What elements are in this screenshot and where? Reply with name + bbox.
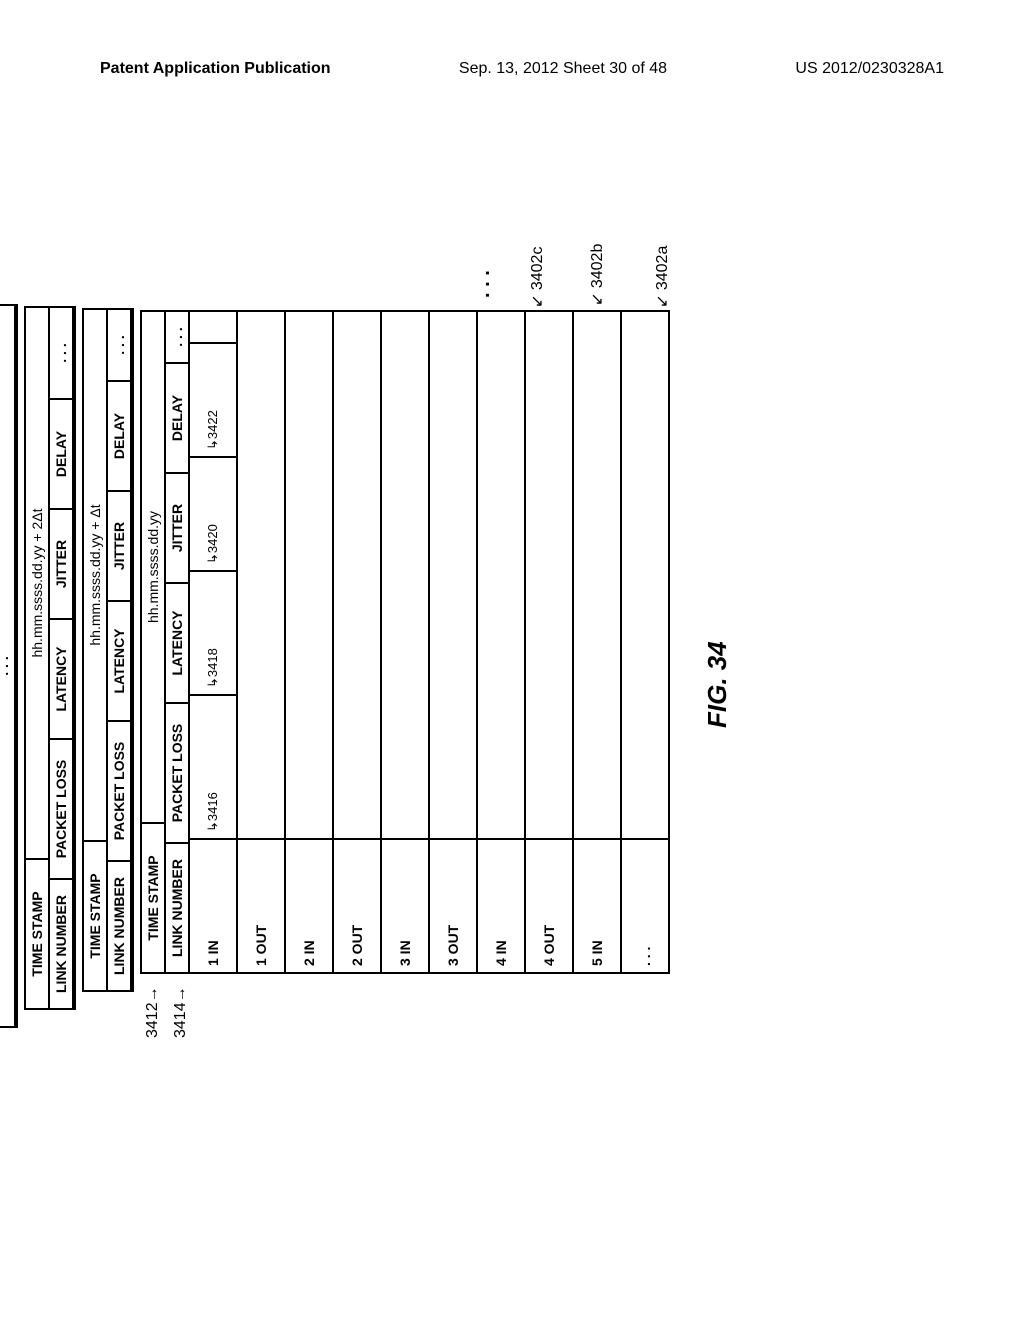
empty-cell: [430, 312, 476, 838]
ref-cell: ↳3422: [190, 342, 236, 456]
timestamp-label: TIME STAMP: [142, 822, 164, 972]
timestamp-label: TIME STAMP: [26, 858, 48, 1008]
table-row: 3 OUT: [430, 312, 478, 972]
col-del: DELAY: [166, 362, 188, 472]
empty-cell: [526, 312, 572, 838]
figure-34: 3400 ↘ TIME STAMP hh.mm.ssss.dd.yy + nΔt…: [0, 208, 1024, 1108]
col-del: DELAY: [50, 398, 72, 508]
curve-icon: ↙: [654, 295, 671, 308]
empty-cell: [286, 312, 332, 838]
col-link: LINK NUMBER: [166, 842, 188, 972]
col-dots: . . .: [50, 308, 72, 398]
empty-cell: [238, 312, 284, 838]
row-dots: . . .: [0, 306, 14, 1026]
timestamp-label: TIME STAMP: [84, 840, 106, 990]
link-cell: 3 IN: [382, 838, 428, 972]
link-cell: 4 IN: [478, 838, 524, 972]
col-pl: PACKET LOSS: [166, 702, 188, 842]
ref-3402a-text: 3402a: [654, 246, 671, 291]
card-back-2dt: TIME STAMP hh.mm.ssss.dd.yy + 2Δt LINK N…: [24, 306, 76, 1010]
col-link: LINK NUMBER: [50, 878, 72, 1008]
ref-3412: 3412→: [144, 986, 162, 1038]
ref-3402b: ↙ 3402b: [587, 244, 607, 306]
dots-cell: [190, 312, 236, 342]
col-pl: PACKET LOSS: [108, 720, 130, 860]
timestamp-value-front: hh.mm.ssss.dd.yy: [142, 312, 164, 822]
link-cell: 2 IN: [286, 838, 332, 972]
empty-cell: [574, 312, 620, 838]
ref-tag: ↳3420: [205, 464, 221, 564]
ref-cell: ↳3418: [190, 570, 236, 694]
link-cell: 1 IN: [190, 838, 236, 972]
col-jit: JITTER: [166, 472, 188, 582]
table-row: 2 OUT: [334, 312, 382, 972]
table-row: 4 OUT: [526, 312, 574, 972]
link-cell: 4 OUT: [526, 838, 572, 972]
timestamp-value-2dt: hh.mm.ssss.dd.yy + 2Δt: [26, 308, 48, 858]
ref-3414-text: 3414: [172, 1002, 189, 1038]
ref-cell: ↳3420: [190, 456, 236, 570]
table-row: 5 IN: [574, 312, 622, 972]
timestamp-value-dt: hh.mm.ssss.dd.yy + Δt: [84, 310, 106, 840]
col-pl: PACKET LOSS: [50, 738, 72, 878]
table-row: 1 IN ↳3416 ↳3418 ↳3420 ↳3422: [190, 312, 238, 972]
table-row: . . .: [622, 312, 668, 972]
header-left: Patent Application Publication: [100, 60, 331, 78]
link-cell: 2 OUT: [334, 838, 380, 972]
card-front: TIME STAMP hh.mm.ssss.dd.yy LINK NUMBER …: [140, 310, 670, 974]
curve-icon: ↙: [529, 295, 546, 308]
link-cell: 5 IN: [574, 838, 620, 972]
empty-cell: [622, 312, 668, 838]
header-center: Sep. 13, 2012 Sheet 30 of 48: [459, 60, 667, 78]
page-header: Patent Application Publication Sep. 13, …: [0, 0, 1024, 88]
col-lat: LATENCY: [108, 600, 130, 720]
empty-cell: [382, 312, 428, 838]
table-row: 4 IN: [478, 312, 526, 972]
ref-tag: ↳3422: [205, 350, 221, 450]
col-dots: . . .: [108, 310, 130, 380]
ref-3402a: ↙ 3402a: [652, 246, 672, 308]
card-back-n: TIME STAMP hh.mm.ssss.dd.yy + nΔt LINK N…: [0, 304, 18, 1028]
ref-cell: ↳3416: [190, 694, 236, 838]
empty-cell: [334, 312, 380, 838]
ref-tag: ↳3418: [205, 578, 221, 688]
link-cell: . . .: [622, 838, 668, 972]
link-cell: 3 OUT: [430, 838, 476, 972]
table-row: 3 IN: [382, 312, 430, 972]
col-lat: LATENCY: [50, 618, 72, 738]
header-right: US 2012/0230328A1: [795, 60, 944, 78]
ref-3402c-text: 3402c: [529, 247, 546, 291]
link-cell: 1 OUT: [238, 838, 284, 972]
table-row: 1 OUT: [238, 312, 286, 972]
lead-icon: →: [172, 986, 189, 1002]
col-del: DELAY: [108, 380, 130, 490]
stack-ellipsis: . . .: [472, 270, 495, 298]
col-jit: JITTER: [108, 490, 130, 600]
ref-3412-text: 3412: [144, 1002, 161, 1038]
empty-cell: [478, 312, 524, 838]
curve-icon: ↙: [589, 293, 606, 306]
table-row: 2 IN: [286, 312, 334, 972]
col-jit: JITTER: [50, 508, 72, 618]
ref-3402c: ↙ 3402c: [527, 247, 547, 308]
figure-label: FIG. 34: [702, 641, 733, 728]
card-back-dt: TIME STAMP hh.mm.ssss.dd.yy + Δt LINK NU…: [82, 308, 134, 992]
col-link: LINK NUMBER: [108, 860, 130, 990]
ref-3402b-text: 3402b: [589, 244, 606, 289]
col-lat: LATENCY: [166, 582, 188, 702]
col-dots: . . .: [166, 312, 188, 362]
lead-icon: →: [144, 986, 161, 1002]
front-table-body: 1 IN↳3416↳3418↳3420↳34221 OUT2 IN2 OUT3 …: [190, 312, 668, 972]
ref-tag: ↳3416: [205, 702, 221, 832]
ref-3414: 3414→: [172, 986, 190, 1038]
